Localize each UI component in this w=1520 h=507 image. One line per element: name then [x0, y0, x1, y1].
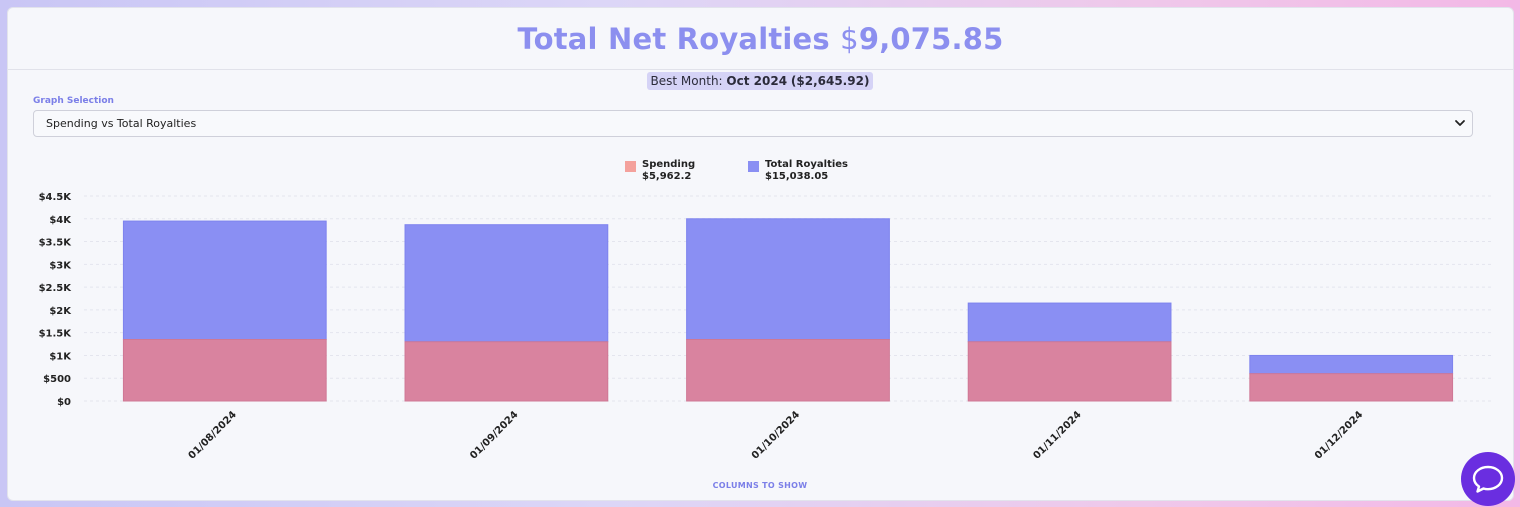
- title-amount: 9,075.85: [858, 21, 1004, 56]
- x-tick-label: 01/08/2024: [187, 409, 239, 461]
- page-title: Total Net Royalties $9,075.85: [517, 22, 1003, 56]
- graph-selection-label: Graph Selection: [33, 96, 114, 106]
- currency-symbol: $: [840, 21, 859, 56]
- y-tick-label: $3K: [49, 260, 72, 271]
- bar-spending: [1249, 373, 1454, 402]
- x-tick-label: 01/09/2024: [468, 409, 520, 461]
- graph-selection-value: Spending vs Total Royalties: [46, 117, 197, 130]
- columns-to-show-label[interactable]: COLUMNS TO SHOW: [712, 481, 808, 490]
- best-month-row: Best Month: Oct 2024 ($2,645.92): [0, 70, 1520, 90]
- legend-swatch-royalties: [748, 161, 759, 172]
- bar-spending: [686, 339, 890, 402]
- y-tick-label: $3.5K: [39, 238, 73, 249]
- chat-button[interactable]: [1461, 452, 1515, 506]
- bar-spending: [122, 339, 327, 402]
- y-tick-label: $0: [57, 397, 71, 408]
- bar-royalties: [122, 220, 327, 340]
- y-tick-label: $4.5K: [39, 192, 73, 203]
- best-month-badge: Best Month: Oct 2024 ($2,645.92): [646, 72, 874, 90]
- x-tick-label: 01/11/2024: [1031, 409, 1083, 461]
- bar-royalties: [404, 224, 609, 343]
- legend-swatch-spending: [625, 161, 636, 172]
- y-tick-label: $1K: [49, 351, 72, 362]
- legend-name-spending: Spending: [642, 159, 696, 170]
- chevron-down-icon: [1455, 120, 1465, 126]
- x-tick-label: 01/10/2024: [750, 409, 802, 461]
- legend-total-royalties: $15,038.05: [765, 171, 829, 182]
- best-month-value: Oct 2024: [726, 74, 788, 88]
- page-header: Total Net Royalties $9,075.85: [8, 8, 1513, 70]
- bar-spending: [404, 341, 609, 402]
- title-prefix: Total Net Royalties: [517, 21, 830, 56]
- y-tick-label: $1.5K: [39, 329, 73, 340]
- best-month-amount: ($2,645.92): [790, 74, 870, 88]
- bar-royalties: [1249, 354, 1454, 375]
- legend-total-spending: $5,962.2: [642, 171, 692, 182]
- bar-spending: [967, 341, 1172, 402]
- legend-item-royalties[interactable]: Total Royalties $15,038.05: [748, 159, 848, 183]
- legend-name-royalties: Total Royalties: [765, 159, 849, 170]
- graph-selection-select[interactable]: Spending vs Total Royalties: [33, 110, 1473, 137]
- y-tick-label: $500: [43, 374, 71, 385]
- bar-chart: $0 $500 $1K $1.5K $2K $2.5K $3K $3.5K $4K $4.5K 01…: [39, 192, 1492, 462]
- bar-royalties: [967, 302, 1172, 343]
- x-tick-label: 01/12/2024: [1313, 409, 1365, 461]
- bar-royalties: [686, 218, 890, 340]
- y-tick-label: $4K: [49, 215, 72, 226]
- chat-bubble-icon: [1472, 465, 1504, 493]
- y-tick-label: $2K: [49, 306, 72, 317]
- legend-item-spending[interactable]: Spending $5,962.2: [625, 159, 695, 183]
- best-month-label: Best Month:: [650, 74, 723, 88]
- y-tick-label: $2.5K: [39, 283, 73, 294]
